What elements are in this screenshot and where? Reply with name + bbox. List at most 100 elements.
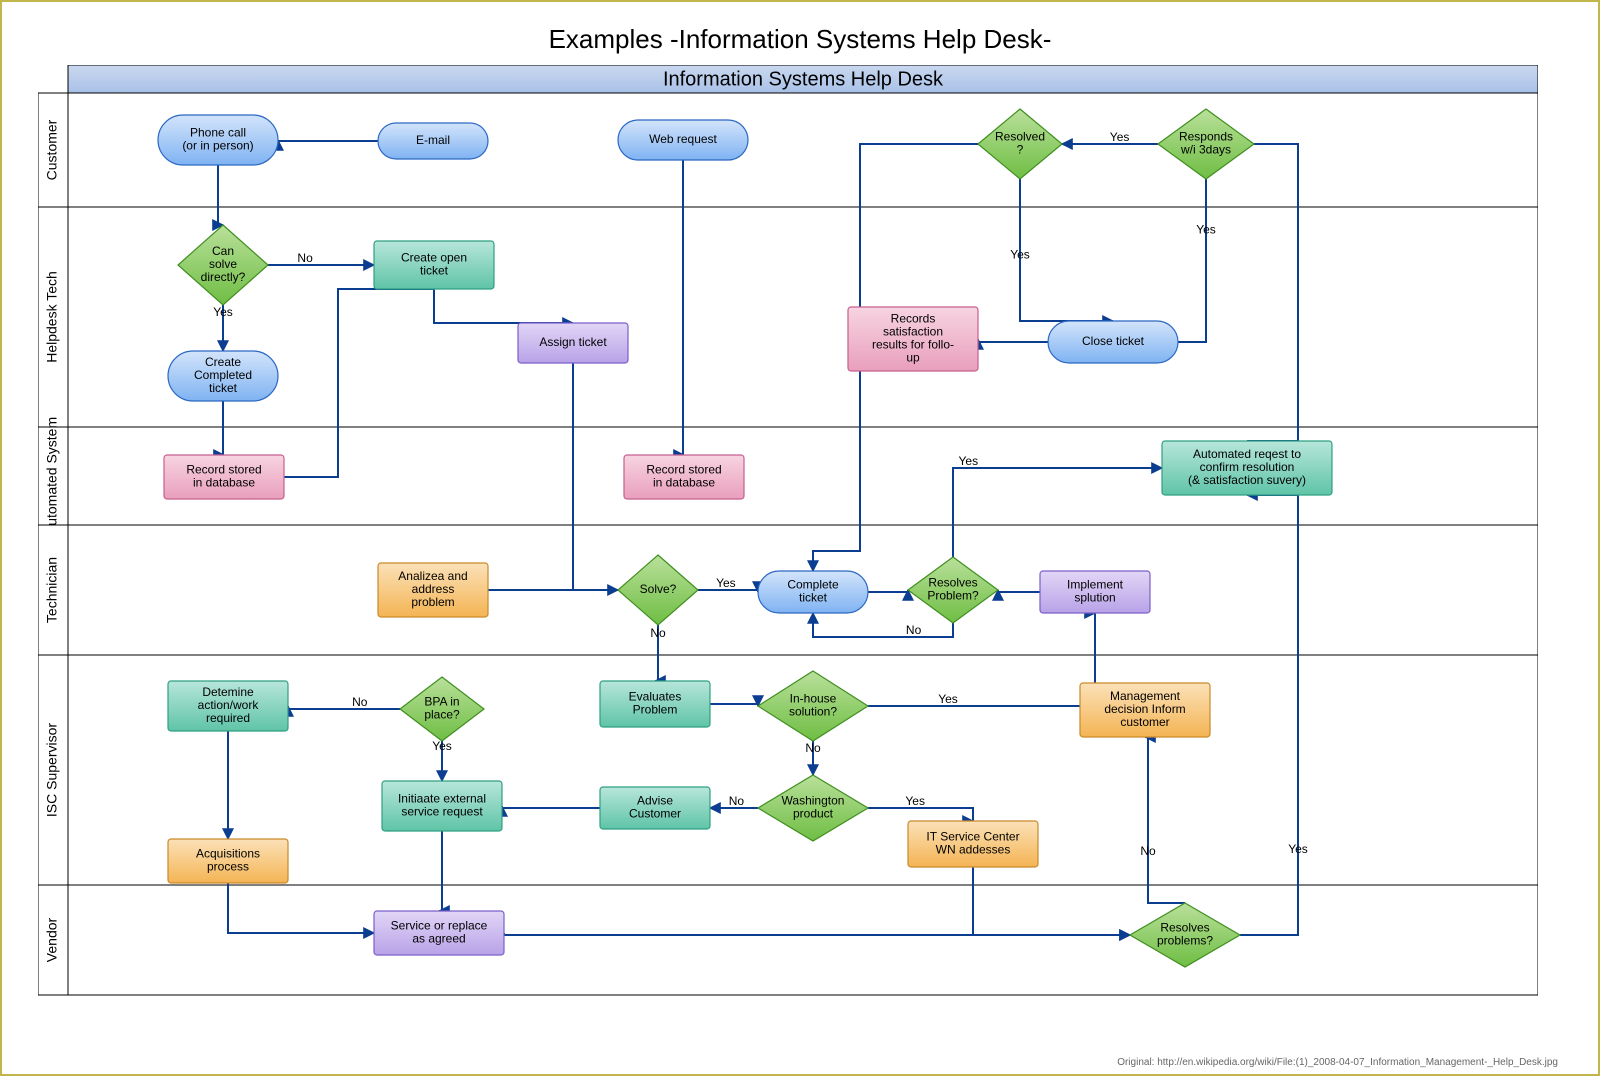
edge-label: Yes (938, 692, 958, 706)
node-label-determine: Detemine (202, 685, 254, 699)
node-label-openticket: Create open (401, 251, 467, 265)
edge-label: No (1140, 844, 1156, 858)
edge (978, 339, 1048, 342)
node-label-acquis: process (207, 860, 249, 874)
node-label-itservice: IT Service Center (926, 830, 1019, 844)
node-resolvesp: ResolvesProblem? (908, 557, 998, 623)
node-label-autoreq: (& satisfaction suvery) (1188, 473, 1306, 487)
node-label-advise: Customer (629, 807, 681, 821)
edge-label: Yes (1288, 842, 1308, 856)
node-dbrec1: Record storedin database (164, 455, 284, 499)
node-label-records: results for follo- (872, 338, 954, 352)
node-label-cansolve: Can (212, 244, 234, 258)
node-completed: CreateCompletedticket (168, 351, 278, 401)
node-analyze: Analizea andaddressproblem (378, 563, 488, 617)
edge (434, 289, 573, 323)
node-evaluates: EvaluatesProblem (600, 681, 710, 727)
node-label-evaluates: Problem (633, 703, 678, 717)
edge (223, 401, 224, 455)
node-label-responds: w/i 3days (1180, 143, 1231, 157)
node-label-service: Service or replace (391, 919, 488, 933)
lane-label-automated: Automated System (44, 417, 60, 535)
node-email: E-mail (378, 123, 488, 159)
node-complete: Completeticket (758, 571, 868, 613)
node-label-completed: Completed (194, 368, 252, 382)
node-label-inhouse: solution? (789, 705, 837, 719)
node-acquis: Acquisitionsprocess (168, 839, 288, 883)
lane-label-helpdesk: Helpdesk Tech (44, 271, 60, 363)
node-label-autoreq: confirm resolution (1200, 460, 1295, 474)
edge (504, 933, 1130, 935)
node-autoreq: Automated reqest toconfirm resolution(& … (1162, 441, 1332, 495)
node-label-complete: ticket (799, 591, 828, 605)
lane-body-customer (68, 93, 1538, 207)
page-frame: Examples -Information Systems Help Desk-… (0, 0, 1600, 1076)
edge-label: No (805, 741, 821, 755)
node-label-assign: Assign ticket (539, 335, 607, 349)
node-label-complete: Complete (787, 578, 839, 592)
footnote: Original: http://en.wikipedia.org/wiki/F… (1117, 1057, 1558, 1068)
node-label-acquis: Acquisitions (196, 847, 260, 861)
node-label-records: Records (891, 312, 936, 326)
node-itservice: IT Service CenterWN addesses (908, 821, 1038, 867)
edge (284, 289, 434, 477)
node-label-mgmtdec: customer (1120, 715, 1169, 729)
node-label-service: as agreed (412, 932, 465, 946)
node-label-dbrec2: in database (653, 476, 715, 490)
node-resolves2: Resolvesproblems? (1130, 903, 1240, 967)
node-label-mgmtdec: decision Inform (1104, 702, 1185, 716)
node-label-itservice: WN addesses (936, 843, 1011, 857)
lane-label-isc: ISC Supervisor (44, 723, 60, 817)
lane-body-helpdesk (68, 207, 1538, 427)
node-label-implement: Implement (1067, 578, 1124, 592)
node-label-resolvesp: Resolves (928, 576, 977, 590)
node-label-washington: product (793, 807, 834, 821)
node-resolved: Resolved? (978, 109, 1062, 179)
node-responds: Respondsw/i 3days (1158, 109, 1254, 179)
node-label-resolves2: problems? (1157, 934, 1213, 948)
node-label-dbrec2: Record stored (646, 463, 721, 477)
node-label-analyze: Analizea and (398, 569, 467, 583)
edge-label: No (906, 623, 922, 637)
node-label-dbrec1: Record stored (186, 463, 261, 477)
edge (228, 883, 374, 933)
edge (1247, 144, 1298, 441)
node-label-records: satisfaction (883, 325, 943, 339)
edge-label: Yes (959, 454, 979, 468)
node-label-resolved: ? (1017, 143, 1024, 157)
node-close: Close ticket (1048, 321, 1178, 363)
edge-label: Yes (213, 305, 233, 319)
node-label-analyze: address (412, 582, 455, 596)
node-label-resolvesp: Problem? (927, 589, 979, 603)
node-label-inhouse: In-house (790, 692, 837, 706)
edge (218, 165, 223, 225)
edge (1145, 737, 1185, 903)
edge (1178, 179, 1206, 342)
edge-label: No (352, 695, 368, 709)
node-cansolve: Cansolvedirectly? (178, 225, 268, 305)
edge (868, 613, 1095, 706)
node-initiate: Initiaate externalservice request (382, 781, 502, 831)
lane-label-vendor: Vendor (44, 917, 60, 962)
node-service: Service or replaceas agreed (374, 911, 504, 955)
node-label-close: Close ticket (1082, 334, 1145, 348)
edge (288, 706, 400, 709)
node-implement: Implementsplution (1040, 571, 1150, 613)
edge (439, 831, 442, 911)
node-openticket: Create openticket (374, 241, 494, 289)
edge (868, 590, 908, 592)
node-label-analyze: problem (411, 595, 454, 609)
node-label-completed: Create (205, 355, 241, 369)
edge-label: No (297, 251, 313, 265)
edge (813, 613, 953, 637)
edge (1240, 495, 1298, 935)
page-title: Examples -Information Systems Help Desk- (38, 24, 1562, 55)
node-label-initiate: service request (401, 805, 483, 819)
node-label-email: E-mail (416, 133, 450, 147)
lane-body-vendor (68, 885, 1538, 995)
edge (502, 806, 600, 808)
node-web: Web request (618, 120, 748, 160)
edge (278, 140, 378, 141)
node-label-dbrec1: in database (193, 476, 255, 490)
edge-label: Yes (1010, 247, 1030, 261)
